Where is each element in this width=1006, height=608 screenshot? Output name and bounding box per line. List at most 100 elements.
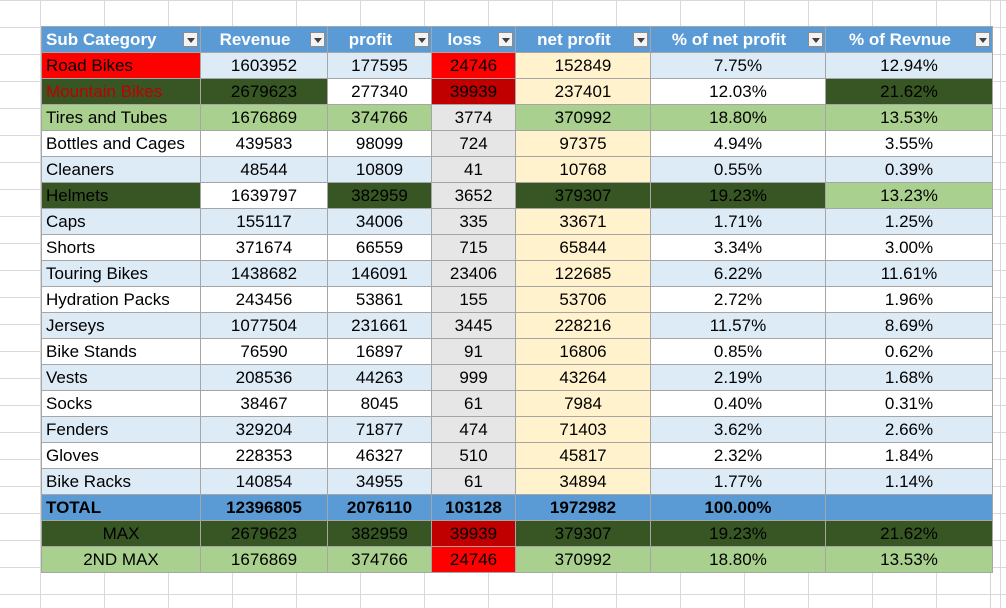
- cell-pct-revenue[interactable]: 0.39%: [825, 156, 993, 183]
- cell-loss[interactable]: 724: [431, 130, 516, 157]
- cell-pct-net-profit[interactable]: 0.55%: [650, 156, 826, 183]
- cell-loss[interactable]: 61: [431, 390, 516, 417]
- cell-sub-category[interactable]: Touring Bikes: [41, 260, 201, 287]
- cell-pct-revenue[interactable]: 2.66%: [825, 416, 993, 443]
- total-row-loss[interactable]: 103128: [431, 494, 516, 521]
- cell-net-profit[interactable]: 71403: [515, 416, 651, 443]
- cell-profit[interactable]: 374766: [327, 104, 432, 131]
- cell-sub-category[interactable]: Gloves: [41, 442, 201, 469]
- cell-pct-revenue[interactable]: 1.14%: [825, 468, 993, 495]
- max-row-pct-net-profit[interactable]: 19.23%: [650, 520, 826, 547]
- cell-net-profit[interactable]: 122685: [515, 260, 651, 287]
- cell-revenue[interactable]: 371674: [200, 234, 328, 261]
- cell-revenue[interactable]: 329204: [200, 416, 328, 443]
- cell-net-profit[interactable]: 45817: [515, 442, 651, 469]
- cell-profit[interactable]: 146091: [327, 260, 432, 287]
- cell-revenue[interactable]: 2679623: [200, 78, 328, 105]
- cell-pct-revenue[interactable]: 11.61%: [825, 260, 993, 287]
- cell-sub-category[interactable]: Shorts: [41, 234, 201, 261]
- filter-dropdown-icon[interactable]: [633, 32, 648, 47]
- cell-net-profit[interactable]: 379307: [515, 182, 651, 209]
- cell-profit[interactable]: 66559: [327, 234, 432, 261]
- cell-profit[interactable]: 34006: [327, 208, 432, 235]
- second-max-row-pct-revenue[interactable]: 13.53%: [825, 546, 993, 573]
- filter-dropdown-icon[interactable]: [310, 32, 325, 47]
- second-max-row-sub-category[interactable]: 2ND MAX: [41, 546, 201, 573]
- cell-profit[interactable]: 53861: [327, 286, 432, 313]
- cell-pct-net-profit[interactable]: 4.94%: [650, 130, 826, 157]
- cell-loss[interactable]: 39939: [431, 78, 516, 105]
- cell-net-profit[interactable]: 34894: [515, 468, 651, 495]
- cell-revenue[interactable]: 1603952: [200, 52, 328, 79]
- cell-profit[interactable]: 231661: [327, 312, 432, 339]
- cell-pct-net-profit[interactable]: 1.77%: [650, 468, 826, 495]
- cell-pct-revenue[interactable]: 1.84%: [825, 442, 993, 469]
- total-row-pct-net-profit[interactable]: 100.00%: [650, 494, 826, 521]
- max-row-revenue[interactable]: 2679623: [200, 520, 328, 547]
- cell-loss[interactable]: 510: [431, 442, 516, 469]
- cell-revenue[interactable]: 1639797: [200, 182, 328, 209]
- filter-dropdown-icon[interactable]: [414, 32, 429, 47]
- cell-loss[interactable]: 61: [431, 468, 516, 495]
- cell-pct-net-profit[interactable]: 6.22%: [650, 260, 826, 287]
- cell-profit[interactable]: 177595: [327, 52, 432, 79]
- cell-pct-net-profit[interactable]: 11.57%: [650, 312, 826, 339]
- cell-pct-net-profit[interactable]: 0.85%: [650, 338, 826, 365]
- cell-pct-revenue[interactable]: 21.62%: [825, 78, 993, 105]
- cell-sub-category[interactable]: Bike Racks: [41, 468, 201, 495]
- max-row-pct-revenue[interactable]: 21.62%: [825, 520, 993, 547]
- cell-sub-category[interactable]: Jerseys: [41, 312, 201, 339]
- cell-net-profit[interactable]: 7984: [515, 390, 651, 417]
- cell-net-profit[interactable]: 43264: [515, 364, 651, 391]
- cell-net-profit[interactable]: 97375: [515, 130, 651, 157]
- total-row-sub-category[interactable]: TOTAL: [41, 494, 201, 521]
- second-max-row-profit[interactable]: 374766: [327, 546, 432, 573]
- cell-revenue[interactable]: 208536: [200, 364, 328, 391]
- cell-revenue[interactable]: 243456: [200, 286, 328, 313]
- cell-pct-net-profit[interactable]: 3.62%: [650, 416, 826, 443]
- cell-net-profit[interactable]: 228216: [515, 312, 651, 339]
- cell-pct-net-profit[interactable]: 1.71%: [650, 208, 826, 235]
- cell-net-profit[interactable]: 16806: [515, 338, 651, 365]
- filter-dropdown-icon[interactable]: [808, 32, 823, 47]
- cell-revenue[interactable]: 1438682: [200, 260, 328, 287]
- filter-dropdown-icon[interactable]: [183, 32, 198, 47]
- cell-loss[interactable]: 41: [431, 156, 516, 183]
- cell-sub-category[interactable]: Cleaners: [41, 156, 201, 183]
- cell-pct-revenue[interactable]: 0.31%: [825, 390, 993, 417]
- second-max-row-loss[interactable]: 24746: [431, 546, 516, 573]
- cell-pct-net-profit[interactable]: 2.32%: [650, 442, 826, 469]
- cell-pct-net-profit[interactable]: 3.34%: [650, 234, 826, 261]
- cell-net-profit[interactable]: 33671: [515, 208, 651, 235]
- cell-sub-category[interactable]: Bike Stands: [41, 338, 201, 365]
- second-max-row-pct-net-profit[interactable]: 18.80%: [650, 546, 826, 573]
- cell-pct-net-profit[interactable]: 12.03%: [650, 78, 826, 105]
- cell-loss[interactable]: 999: [431, 364, 516, 391]
- cell-sub-category[interactable]: Fenders: [41, 416, 201, 443]
- cell-profit[interactable]: 98099: [327, 130, 432, 157]
- cell-profit[interactable]: 382959: [327, 182, 432, 209]
- cell-loss[interactable]: 3652: [431, 182, 516, 209]
- cell-pct-revenue[interactable]: 13.53%: [825, 104, 993, 131]
- cell-revenue[interactable]: 76590: [200, 338, 328, 365]
- total-row-pct-revenue[interactable]: [825, 494, 993, 521]
- cell-sub-category[interactable]: Hydration Packs: [41, 286, 201, 313]
- cell-sub-category[interactable]: Vests: [41, 364, 201, 391]
- cell-profit[interactable]: 277340: [327, 78, 432, 105]
- cell-profit[interactable]: 71877: [327, 416, 432, 443]
- second-max-row-net-profit[interactable]: 370992: [515, 546, 651, 573]
- cell-sub-category[interactable]: Socks: [41, 390, 201, 417]
- cell-revenue[interactable]: 140854: [200, 468, 328, 495]
- total-row-net-profit[interactable]: 1972982: [515, 494, 651, 521]
- cell-pct-net-profit[interactable]: 0.40%: [650, 390, 826, 417]
- max-row-profit[interactable]: 382959: [327, 520, 432, 547]
- cell-revenue[interactable]: 38467: [200, 390, 328, 417]
- cell-pct-revenue[interactable]: 1.96%: [825, 286, 993, 313]
- cell-pct-revenue[interactable]: 8.69%: [825, 312, 993, 339]
- second-max-row-revenue[interactable]: 1676869: [200, 546, 328, 573]
- max-row-sub-category[interactable]: MAX: [41, 520, 201, 547]
- cell-net-profit[interactable]: 370992: [515, 104, 651, 131]
- cell-net-profit[interactable]: 10768: [515, 156, 651, 183]
- cell-sub-category[interactable]: Bottles and Cages: [41, 130, 201, 157]
- cell-profit[interactable]: 44263: [327, 364, 432, 391]
